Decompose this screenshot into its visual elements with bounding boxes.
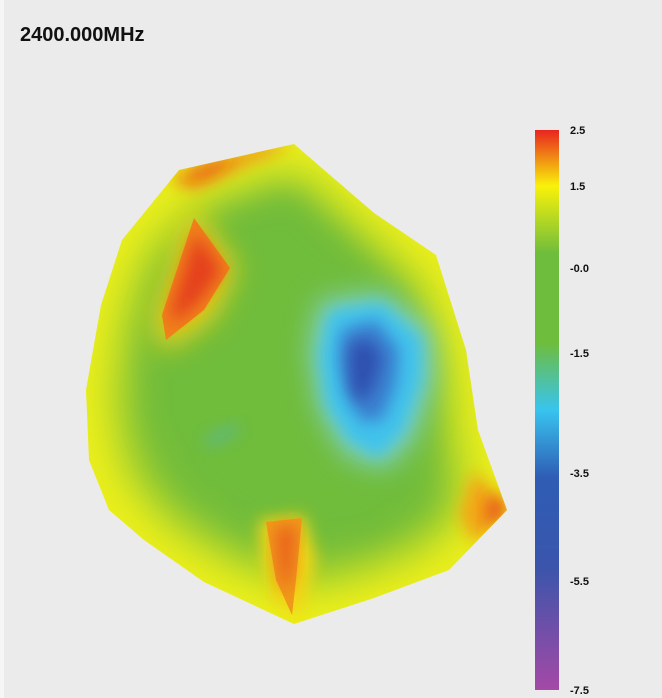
heatmap-chart: 2.5 1.5 -0.0 -1.5 -3.5 -5.5 -7.5 <box>86 125 589 697</box>
colorbar-tick-label: -0.0 <box>570 263 589 275</box>
colorbar-tick-label: -3.5 <box>570 468 589 480</box>
colorbar <box>535 130 559 690</box>
colorbar-ticks: 2.5 1.5 -0.0 -1.5 -3.5 -5.5 -7.5 <box>570 125 589 697</box>
chart-title: 2400.000MHz <box>20 24 145 46</box>
field-shape <box>86 144 507 624</box>
colorbar-tick-label: 1.5 <box>570 181 585 193</box>
colorbar-tick-label: 2.5 <box>570 125 585 137</box>
colorbar-tick-label: -7.5 <box>570 685 589 697</box>
colorbar-tick-label: -1.5 <box>570 348 589 360</box>
colorbar-tick-label: -5.5 <box>570 576 589 588</box>
